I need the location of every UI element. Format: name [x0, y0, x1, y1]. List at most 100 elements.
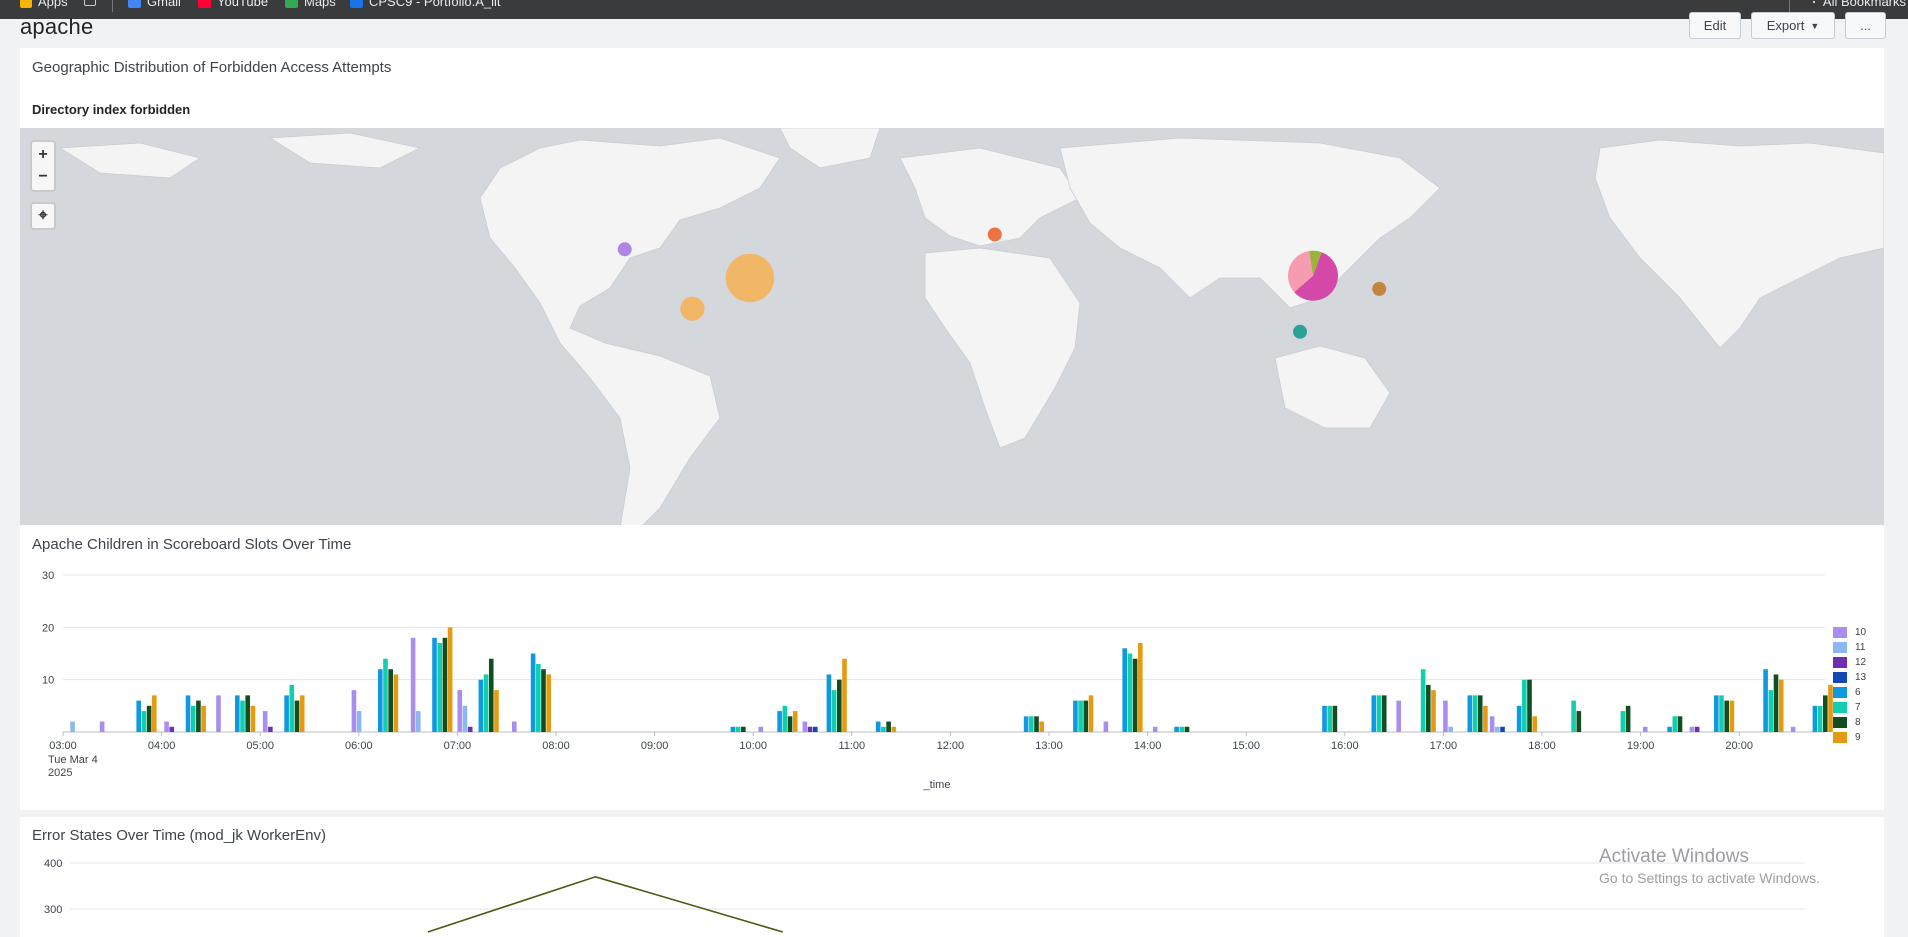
bar[interactable]	[1719, 695, 1724, 732]
bar[interactable]	[1322, 705, 1327, 732]
bar[interactable]	[1828, 684, 1833, 732]
bar[interactable]	[1431, 690, 1436, 732]
legend-item[interactable]: 12	[1833, 655, 1866, 670]
bar[interactable]	[1768, 690, 1774, 732]
bar[interactable]	[1184, 726, 1190, 732]
bar[interactable]	[831, 690, 837, 732]
bar[interactable]	[758, 726, 764, 732]
bar[interactable]	[1483, 705, 1488, 732]
pie-marker-slice[interactable]	[1294, 252, 1338, 301]
bar[interactable]	[1039, 721, 1045, 732]
bar[interactable]	[1522, 679, 1527, 732]
bar[interactable]	[1571, 700, 1576, 732]
world-map[interactable]: + − ⌖	[20, 128, 1884, 528]
bar[interactable]	[1472, 695, 1478, 732]
bar[interactable]	[1376, 695, 1382, 732]
bar[interactable]	[1152, 726, 1158, 732]
bar[interactable]	[284, 695, 289, 732]
bar[interactable]	[1495, 726, 1500, 732]
bar[interactable]	[294, 700, 300, 732]
scoreboard-chart[interactable]: 10 20 30 03:00 04:00 05:00 06:00 07:00 08:00 09:0…	[20, 525, 1884, 810]
bar[interactable]	[1327, 705, 1333, 732]
map-marker[interactable]	[617, 242, 632, 257]
bar[interactable]	[415, 711, 421, 732]
bar[interactable]	[245, 695, 251, 732]
bar[interactable]	[1332, 705, 1338, 732]
bar[interactable]	[1625, 705, 1631, 732]
bar[interactable]	[410, 637, 416, 732]
bar[interactable]	[1467, 695, 1473, 732]
bar[interactable]	[164, 721, 169, 732]
bar[interactable]	[1122, 648, 1128, 732]
bar[interactable]	[741, 726, 746, 732]
bar[interactable]	[1420, 669, 1426, 732]
map-marker[interactable]	[987, 227, 1002, 242]
bookmark-tab-groups[interactable]	[84, 0, 96, 6]
error-states-chart[interactable]: 400 300	[20, 817, 1884, 937]
bar[interactable]	[478, 679, 484, 732]
bar[interactable]	[1448, 726, 1453, 732]
bar[interactable]	[1714, 695, 1719, 732]
bar[interactable]	[1677, 716, 1683, 732]
bar[interactable]	[432, 637, 437, 732]
bar[interactable]	[546, 674, 552, 732]
bar[interactable]	[1179, 726, 1185, 732]
pie-marker-slice[interactable]	[1287, 250, 1313, 293]
bar[interactable]	[1396, 700, 1402, 732]
error-line-series[interactable]	[427, 875, 784, 933]
legend-item[interactable]: 7	[1833, 700, 1866, 715]
pie-marker-slice[interactable]	[1309, 250, 1322, 276]
bar[interactable]	[488, 658, 494, 732]
bar[interactable]	[356, 711, 362, 732]
bar[interactable]	[530, 653, 536, 733]
map-marker[interactable]	[725, 253, 775, 303]
bar[interactable]	[1489, 716, 1495, 732]
bar[interactable]	[196, 700, 201, 732]
bar[interactable]	[1127, 653, 1133, 733]
bookmark-youtube[interactable]: YouTube	[198, 0, 268, 9]
bar[interactable]	[1667, 726, 1672, 732]
edit-button[interactable]: Edit	[1689, 12, 1741, 39]
bar[interactable]	[875, 721, 881, 732]
bar[interactable]	[235, 695, 240, 732]
bar[interactable]	[1083, 700, 1089, 732]
bar[interactable]	[462, 705, 468, 732]
bar[interactable]	[1790, 726, 1796, 732]
bar[interactable]	[886, 721, 891, 732]
bar[interactable]	[1371, 695, 1377, 732]
legend-item[interactable]: 6	[1833, 685, 1866, 700]
bookmark-portfolio[interactable]: CPSC9 - Portfolio.A_lit	[350, 0, 501, 9]
bar[interactable]	[351, 690, 357, 732]
bar[interactable]	[457, 690, 463, 732]
bar[interactable]	[807, 726, 813, 732]
bar[interactable]	[735, 726, 741, 732]
bar[interactable]	[837, 679, 842, 732]
zoom-in-button[interactable]: +	[38, 146, 48, 163]
bar[interactable]	[1778, 679, 1784, 732]
bar[interactable]	[1527, 679, 1532, 732]
bar[interactable]	[1773, 674, 1779, 732]
bar[interactable]	[1642, 726, 1648, 732]
bar[interactable]	[240, 700, 245, 732]
bar[interactable]	[289, 684, 295, 732]
bar[interactable]	[1763, 669, 1768, 732]
bar[interactable]	[393, 674, 399, 732]
bar[interactable]	[447, 627, 453, 732]
bar[interactable]	[1103, 721, 1109, 732]
bar[interactable]	[152, 695, 157, 732]
map-marker[interactable]	[680, 296, 705, 321]
world-map-canvas[interactable]	[20, 128, 1884, 528]
bar[interactable]	[1694, 726, 1700, 732]
bar[interactable]	[1034, 716, 1039, 732]
bookmark-maps[interactable]: Maps	[285, 0, 336, 9]
bar[interactable]	[136, 700, 142, 732]
bar[interactable]	[1500, 726, 1505, 732]
bar[interactable]	[1381, 695, 1387, 732]
bar[interactable]	[99, 721, 105, 732]
legend-item[interactable]: 10	[1833, 625, 1866, 640]
bar[interactable]	[536, 663, 541, 732]
bar[interactable]	[262, 711, 268, 732]
bar[interactable]	[1073, 700, 1078, 732]
bar[interactable]	[1078, 700, 1083, 732]
bar[interactable]	[141, 711, 147, 732]
